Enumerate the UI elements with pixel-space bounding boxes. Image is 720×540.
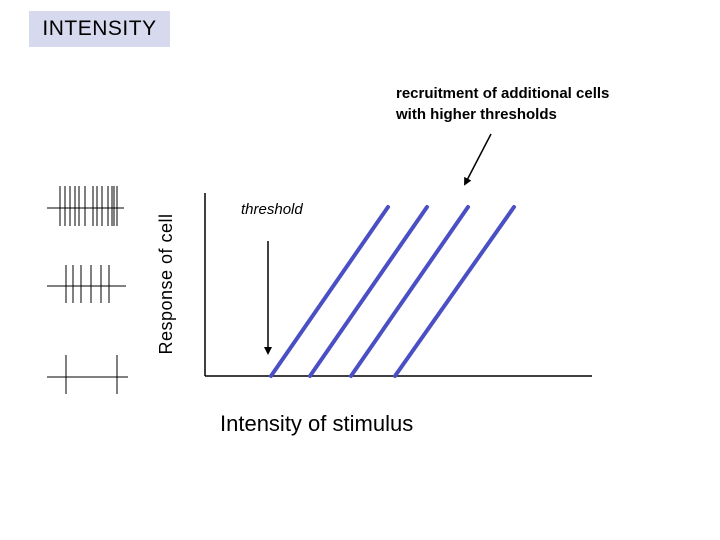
- annotation-line-2: with higher thresholds: [396, 106, 557, 123]
- annotation-line-1: recruitment of additional cells: [396, 85, 610, 102]
- response-lines: [269, 205, 516, 378]
- recruitment-arrow: [464, 133, 492, 186]
- response-line-4: [393, 205, 516, 378]
- spike-train-medium-spikes: [65, 265, 110, 303]
- spike-train-low: [47, 355, 128, 394]
- spike-train-high: [47, 186, 124, 226]
- recruitment-annotation: recruitment of additional cells with hig…: [396, 83, 609, 125]
- spike-train-high-spikes: [59, 186, 118, 226]
- chart-axes: [204, 193, 592, 377]
- title-box: INTENSITY: [29, 11, 170, 47]
- threshold-label: threshold: [241, 201, 303, 218]
- response-line-1: [269, 205, 390, 378]
- response-line-3: [349, 205, 470, 378]
- spike-train-medium: [47, 265, 126, 303]
- spike-train-low-spikes: [65, 355, 118, 394]
- x-axis-label: Intensity of stimulus: [220, 411, 414, 436]
- page-title: INTENSITY: [42, 17, 157, 40]
- response-line-2: [308, 205, 429, 378]
